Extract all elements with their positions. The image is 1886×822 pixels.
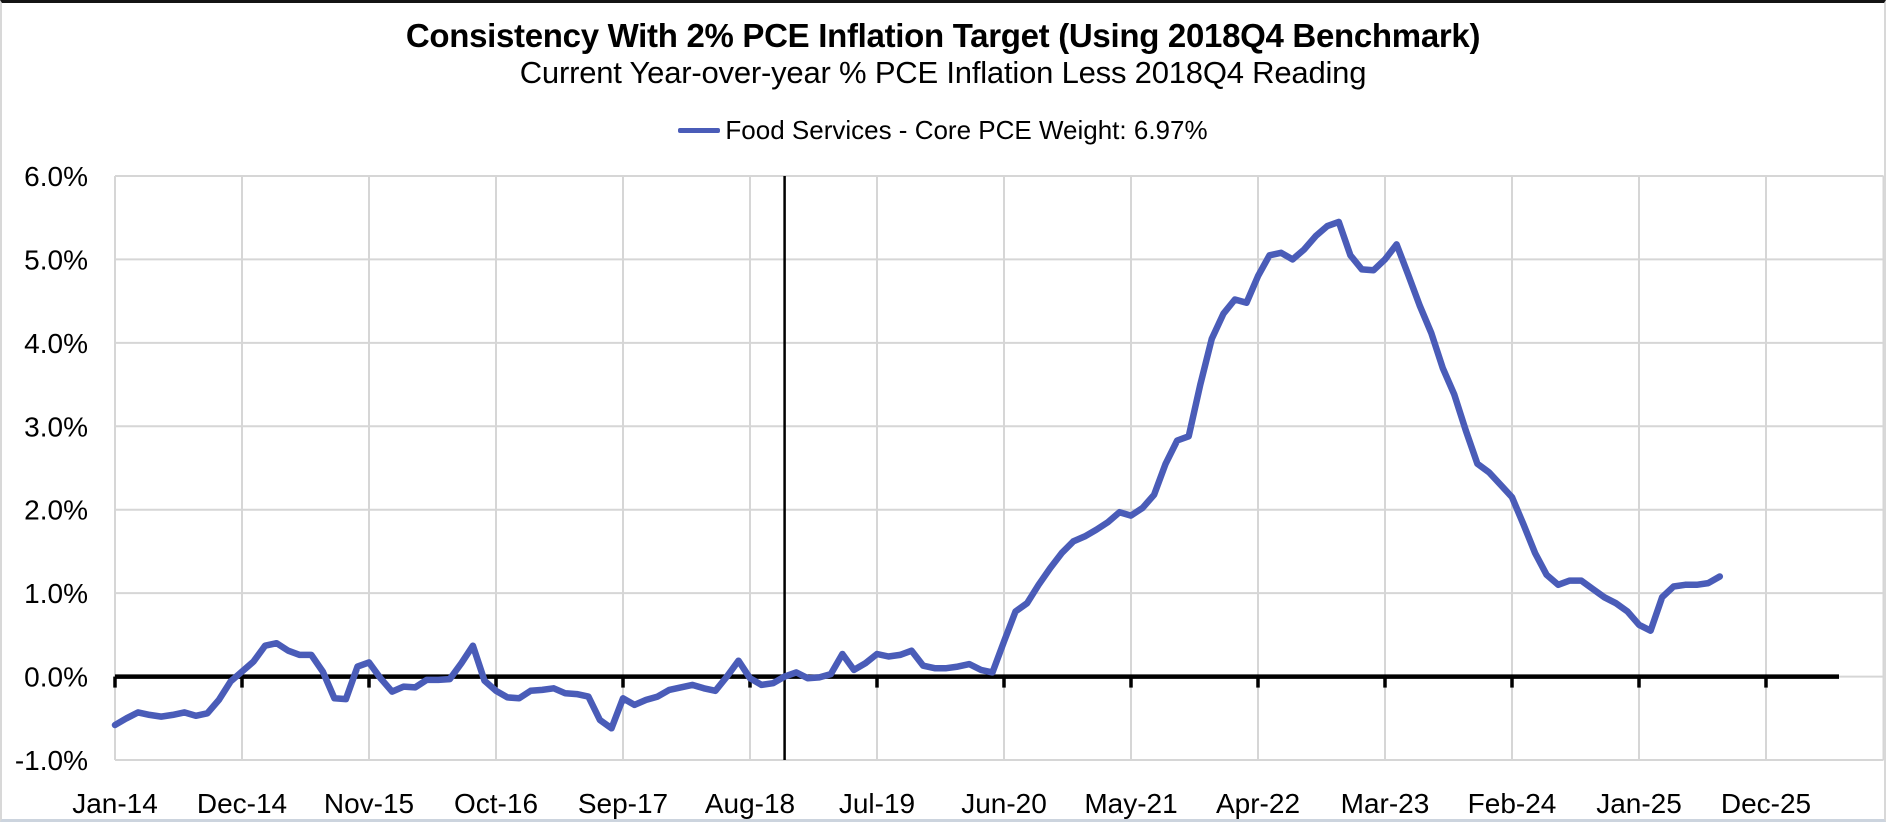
chart-title: Consistency With 2% PCE Inflation Target…: [405, 17, 1481, 54]
chart-subtitle: Current Year-over-year % PCE Inflation L…: [519, 55, 1367, 90]
x-tick-label: Jan-25: [1596, 788, 1682, 819]
x-tick-label: Jul-19: [839, 788, 915, 819]
x-tick-label: Apr-22: [1216, 788, 1300, 819]
y-tick-label: 1.0%: [24, 578, 88, 609]
x-tick-label: Feb-24: [1468, 788, 1557, 819]
y-tick-label: 2.0%: [24, 495, 88, 526]
x-tick-label: Mar-23: [1341, 788, 1430, 819]
y-tick-label: -1.0%: [15, 745, 88, 776]
y-tick-label: 3.0%: [24, 411, 88, 442]
x-tick-label: Nov-15: [324, 788, 414, 819]
x-tick-label: Oct-16: [454, 788, 538, 819]
y-tick-label: 5.0%: [24, 244, 88, 275]
x-tick-label: Sep-17: [578, 788, 668, 819]
x-tick-label: Jan-14: [72, 788, 158, 819]
y-tick-label: 6.0%: [24, 161, 88, 192]
chart-legend: Food Services - Core PCE Weight: 6.97%: [2, 115, 1884, 146]
x-tick-label: Dec-25: [1721, 788, 1811, 819]
x-tick-label: Jun-20: [961, 788, 1047, 819]
x-tick-label: Dec-14: [197, 788, 287, 819]
y-tick-label: 0.0%: [24, 662, 88, 693]
plot-area: 6.0% 5.0% 4.0% 3.0% 2.0% 1.0% 0.0% -1.0% Jan-14 D…: [15, 161, 1884, 819]
legend-line-marker: [678, 128, 721, 133]
x-tick-label: May-21: [1084, 788, 1177, 819]
series-line: [111, 218, 1724, 732]
y-tick-label: 4.0%: [24, 328, 88, 359]
legend-label: Food Services - Core PCE Weight: 6.97%: [725, 115, 1208, 145]
x-tick-label: Aug-18: [705, 788, 795, 819]
